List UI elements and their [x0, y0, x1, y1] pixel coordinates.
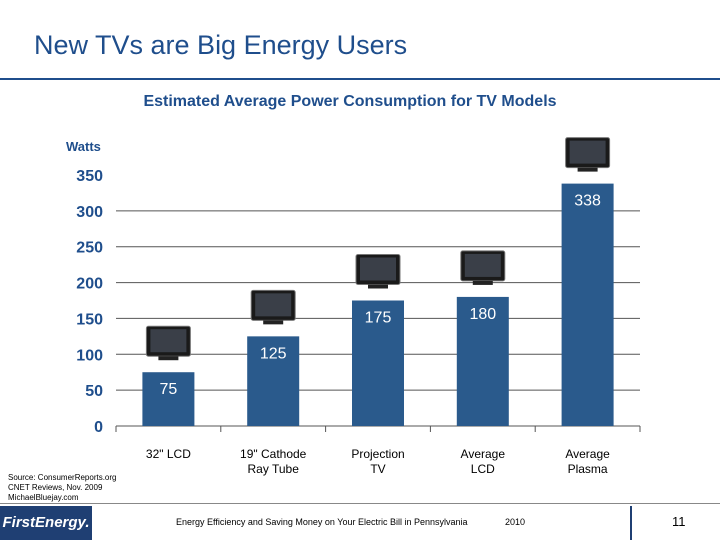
bar [142, 372, 195, 426]
y-tick-label: 50 [85, 383, 103, 400]
footer-year: 2010 [505, 517, 526, 527]
y-tick-label: 300 [76, 204, 103, 221]
firstenergy-logo: FirstEnergy. [0, 506, 92, 540]
tv-stand [158, 356, 179, 361]
bar [456, 296, 509, 426]
y-tick-label: 250 [76, 240, 103, 257]
y-tick-label: 150 [76, 311, 103, 328]
tv-stand [577, 167, 598, 172]
x-tick-label: Projection TV [351, 447, 404, 476]
data-label: 75 [160, 381, 178, 398]
data-label: 125 [260, 345, 287, 362]
footer-text: Energy Efficiency and Saving Money on Yo… [176, 517, 468, 527]
y-tick-label: 350 [76, 168, 103, 185]
x-tick-label: 19" Cathode Ray Tube [240, 447, 307, 476]
y-tick-label: 200 [76, 276, 103, 293]
data-label: 338 [574, 193, 601, 210]
title-divider [0, 78, 720, 80]
source-line: MichaelBluejay.com [8, 493, 79, 502]
slide-title: New TVs are Big Energy Users [34, 30, 408, 60]
page-number: 11 [672, 514, 686, 529]
bar [561, 183, 614, 426]
tv-screen [464, 253, 501, 277]
footer-separator [630, 506, 632, 540]
data-label: 175 [365, 310, 392, 327]
chart-title: Estimated Average Power Consumption for … [143, 93, 557, 110]
data-label: 180 [469, 306, 496, 323]
tv-screen [150, 329, 187, 353]
tv-screen [255, 293, 292, 317]
y-tick-label: 100 [76, 347, 103, 364]
source-line: CNET Reviews, Nov. 2009 [8, 483, 103, 492]
x-tick-label: Average Plasma [565, 447, 610, 476]
x-tick-label: 32" LCD [146, 447, 191, 461]
x-tick-label: Average LCD [461, 447, 506, 476]
y-axis-label: Watts [66, 139, 101, 154]
tv-screen [569, 140, 606, 164]
source-note: Source: ConsumerReports.org CNET Reviews… [8, 473, 117, 503]
bar [247, 336, 300, 426]
tv-screen [360, 257, 396, 281]
footer-divider [0, 503, 720, 504]
y-tick-label: 0 [94, 419, 103, 436]
tv-stand [472, 280, 493, 285]
bar [352, 300, 404, 426]
source-line: Source: ConsumerReports.org [8, 473, 117, 482]
tv-stand [368, 284, 388, 289]
tv-stand [263, 320, 284, 325]
